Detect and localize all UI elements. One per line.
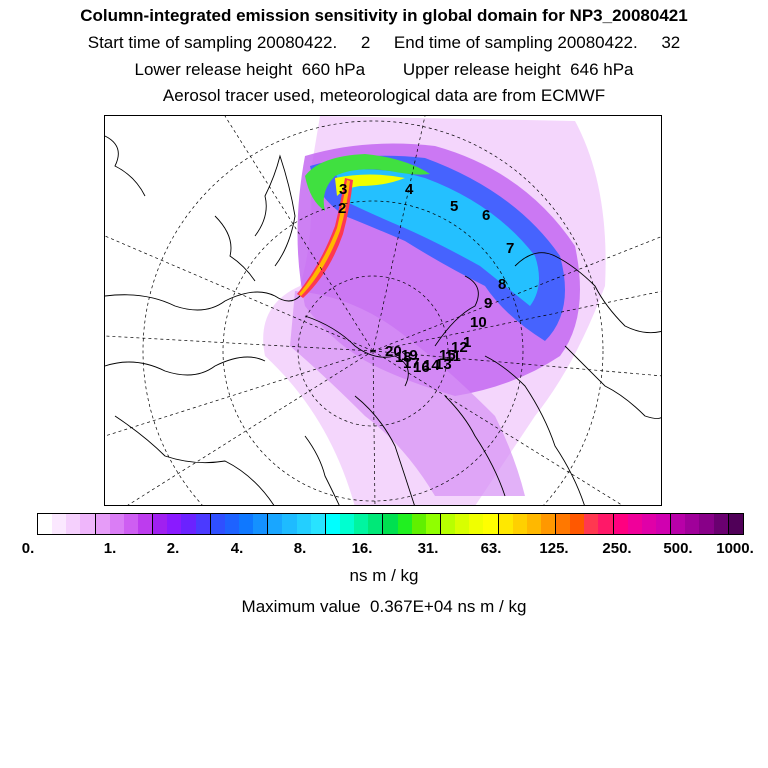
colorbar-segment: [52, 514, 67, 534]
plume-source-core: [299, 180, 350, 296]
plume-south: [290, 291, 525, 496]
coastlines: [105, 135, 661, 505]
colorbar-segment: [713, 514, 729, 534]
traj-label-14: 14: [423, 357, 440, 374]
colorbar-segment: [425, 514, 441, 534]
colorbar-tick-9: 250.: [602, 540, 632, 557]
colorbar-segment: [540, 514, 557, 534]
colorbar-segment: [671, 514, 686, 534]
traj-label-15: 15: [439, 347, 456, 364]
traj-label-3: 3: [339, 181, 347, 198]
colorbar-segment: [95, 514, 110, 534]
traj-label-7: 7: [506, 240, 514, 257]
colorbar-segment: [641, 514, 657, 534]
colorbar-segment: [598, 514, 614, 534]
traj-label-13: 13: [435, 356, 452, 373]
colorbar-segment: [556, 514, 571, 534]
colorbar-tick-4: 8.: [293, 540, 307, 557]
colorbar-segment: [80, 514, 96, 534]
colorbar-segment: [253, 514, 269, 534]
colorbar-segment: [282, 514, 297, 534]
colorbar-segment: [685, 514, 700, 534]
colorbar-segment: [469, 514, 484, 534]
colorbar-segment: [570, 514, 585, 534]
colorbar-segment: [109, 514, 124, 534]
colorbar-segment: [699, 514, 714, 534]
colorbar-segment: [354, 514, 369, 534]
plume-cyan: [335, 169, 539, 306]
colorbar-segment: [498, 514, 513, 534]
traj-label-4: 4: [405, 181, 414, 198]
colorbar-segment: [296, 514, 311, 534]
colorbar-segment: [66, 514, 81, 534]
colorbar-segment: [153, 514, 168, 534]
map-panel: 1 2 3 4 5 6 7 8 9 10 11 12 13 14 15 16 1…: [104, 115, 662, 506]
traj-label-2: 2: [338, 200, 346, 217]
colorbar-segment: [137, 514, 154, 534]
traj-label-10: 10: [470, 314, 487, 331]
graticule: [105, 116, 661, 505]
colorbar-segment: [224, 514, 239, 534]
traj-label-16: 16: [413, 359, 430, 376]
traj-label-11: 11: [445, 348, 461, 365]
colorbar-tick-5: 16.: [351, 540, 373, 557]
colorbar-tick-7: 63.: [480, 540, 502, 557]
colorbar-segment: [38, 514, 53, 534]
map-svg: 1 2 3 4 5 6 7 8 9 10 11 12 13 14 15 16 1…: [105, 116, 661, 505]
colorbar-segment: [310, 514, 326, 534]
colorbar-segment: [627, 514, 642, 534]
colorbar-segment: [512, 514, 527, 534]
max-value-text: Maximum value 0.367E+04 ns m / kg: [241, 597, 527, 616]
plume-green-arc: [305, 154, 430, 211]
colorbar-segment: [181, 514, 196, 534]
colorbar-segment: [123, 514, 138, 534]
colorbar-segment: [325, 514, 340, 534]
colorbar-segment: [613, 514, 628, 534]
colorbar-segment: [383, 514, 398, 534]
colorbar-tick-11: 1000.: [716, 540, 754, 557]
colorbar: [37, 513, 744, 535]
colorbar-segment: [238, 514, 254, 534]
tracer-info-line: Aerosol tracer used, meteorological data…: [162, 86, 606, 105]
colorbar-tick-8: 125.: [539, 540, 569, 557]
traj-label-8: 8: [498, 276, 506, 293]
colorbar-segment: [195, 514, 211, 534]
colorbar-segment: [210, 514, 225, 534]
traj-label-9: 9: [484, 295, 492, 312]
colorbar-tick-2: 2.: [166, 540, 180, 557]
release-height-line: Lower release height 660 hPa Upper relea…: [134, 60, 634, 79]
colorbar-segment: [268, 514, 283, 534]
colorbar-tick-1: 1.: [103, 540, 117, 557]
traj-label-20: 20: [385, 343, 402, 360]
colorbar-tick-6: 31.: [417, 540, 439, 557]
traj-label-17: 17: [403, 355, 420, 372]
colorbar-tick-3: 4.: [230, 540, 244, 557]
colorbar-segment: [526, 514, 541, 534]
traj-label-1: 1: [463, 334, 471, 351]
colorbar-segment: [339, 514, 355, 534]
colorbar-segment: [397, 514, 412, 534]
colorbar-segment: [440, 514, 456, 534]
colorbar-segment: [656, 514, 672, 534]
traj-label-5: 5: [450, 198, 458, 215]
colorbar-segment: [483, 514, 499, 534]
colorbar-segment: [411, 514, 426, 534]
colorbar-units: ns m / kg: [349, 566, 419, 585]
traj-label-18: 18: [395, 349, 412, 366]
colorbar-segment: [167, 514, 182, 534]
traj-label-19: 19: [401, 347, 418, 364]
traj-label-6: 6: [482, 207, 490, 224]
colorbar-segment: [455, 514, 470, 534]
colorbar-segment: [368, 514, 384, 534]
colorbar-tick-0: 0.: [21, 540, 35, 557]
sampling-time-line: Start time of sampling 20080422. 2 End t…: [87, 33, 681, 52]
colorbar-tick-10: 500.: [663, 540, 693, 557]
colorbar-segment: [728, 514, 743, 534]
traj-label-12: 12: [451, 339, 468, 356]
plot-title: Column-integrated emission sensitivity i…: [80, 6, 688, 25]
colorbar-segment: [584, 514, 599, 534]
